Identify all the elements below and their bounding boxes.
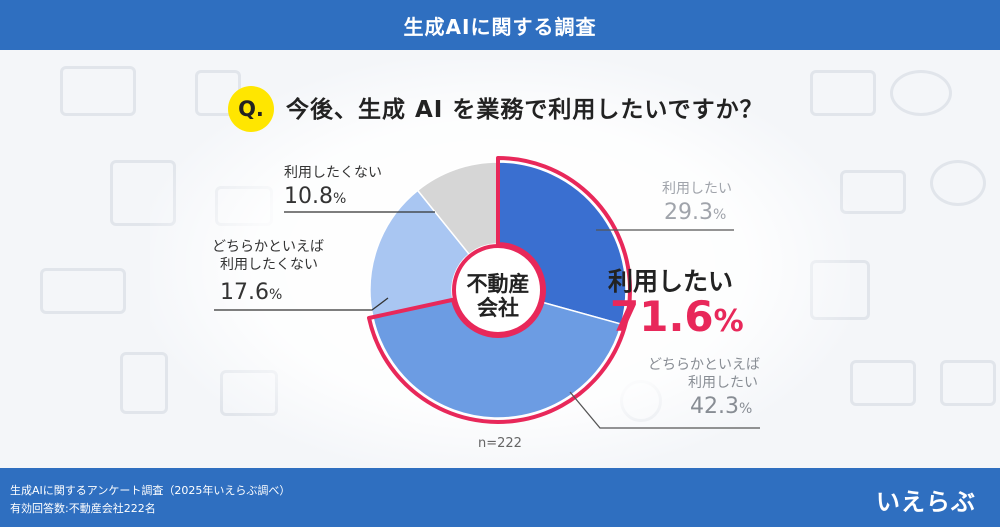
footer-respondents: 有効回答数:不動産会社222名 bbox=[10, 502, 156, 515]
summary-value: 71.6 bbox=[610, 292, 714, 341]
label-want-unit: % bbox=[712, 207, 727, 223]
donut-center bbox=[452, 244, 544, 336]
summary-unit: % bbox=[713, 304, 744, 339]
label-not-want-text: 利用したくない bbox=[284, 165, 382, 181]
summary-label: 利用したい bbox=[608, 267, 734, 296]
label-somewhat-not-line1: どちらかといえば bbox=[212, 239, 324, 255]
label-somewhat-want-value: 42.3 bbox=[690, 394, 739, 419]
label-somewhat-not-value: 17.6 bbox=[220, 280, 269, 305]
summary-pct: 71.6% bbox=[610, 292, 744, 347]
label-not-want-unit: % bbox=[332, 191, 347, 207]
header-bar: 生成AIに関する調査 bbox=[0, 0, 1000, 50]
brand-logo: いえらぶ bbox=[876, 488, 976, 516]
label-somewhat-want-line2: 利用したい bbox=[688, 375, 758, 391]
label-somewhat-not-unit: % bbox=[268, 287, 283, 303]
question-badge-label: Q. bbox=[238, 97, 264, 121]
center-label-line1: 不動産 bbox=[466, 272, 530, 296]
money-icon bbox=[40, 268, 126, 314]
label-somewhat-want-pct: 42.3% bbox=[690, 394, 752, 422]
chat-icon bbox=[930, 160, 986, 206]
database-icon bbox=[890, 70, 952, 116]
label-somewhat-want-line1: どちらかといえば bbox=[648, 357, 760, 373]
label-somewhat-not-pct: 17.6% bbox=[220, 280, 282, 308]
leader-somewhat-want bbox=[569, 391, 760, 429]
label-not-want-pct: 10.8% bbox=[284, 184, 346, 212]
footer-source: 生成AIに関するアンケート調査（2025年いえらぶ調べ） bbox=[10, 484, 291, 497]
question-badge: Q. bbox=[228, 86, 274, 132]
sample-size: n=222 bbox=[478, 436, 522, 451]
page-title: 生成AIに関する調査 bbox=[403, 14, 597, 39]
card-icon bbox=[940, 360, 996, 406]
laptop-icon bbox=[60, 66, 136, 116]
label-not-want-value: 10.8 bbox=[284, 184, 333, 209]
footer-bar: 生成AIに関するアンケート調査（2025年いえらぶ調べ） 有効回答数:不動産会社… bbox=[0, 468, 1000, 527]
leader-somewhat-not bbox=[214, 297, 389, 311]
label-somewhat-not-line2: 利用したくない bbox=[220, 257, 318, 273]
label-want-text: 利用したい bbox=[662, 181, 732, 197]
label-want-pct: 29.3% bbox=[664, 200, 726, 228]
video-icon bbox=[850, 360, 916, 406]
label-somewhat-want-unit: % bbox=[738, 401, 753, 417]
center-label-line2: 会社 bbox=[477, 296, 519, 320]
center-label: 不動産 会社 bbox=[458, 272, 538, 320]
question-text: 今後、生成 AI を業務で利用したいですか？ bbox=[286, 97, 764, 123]
label-want-value: 29.3 bbox=[664, 200, 713, 225]
